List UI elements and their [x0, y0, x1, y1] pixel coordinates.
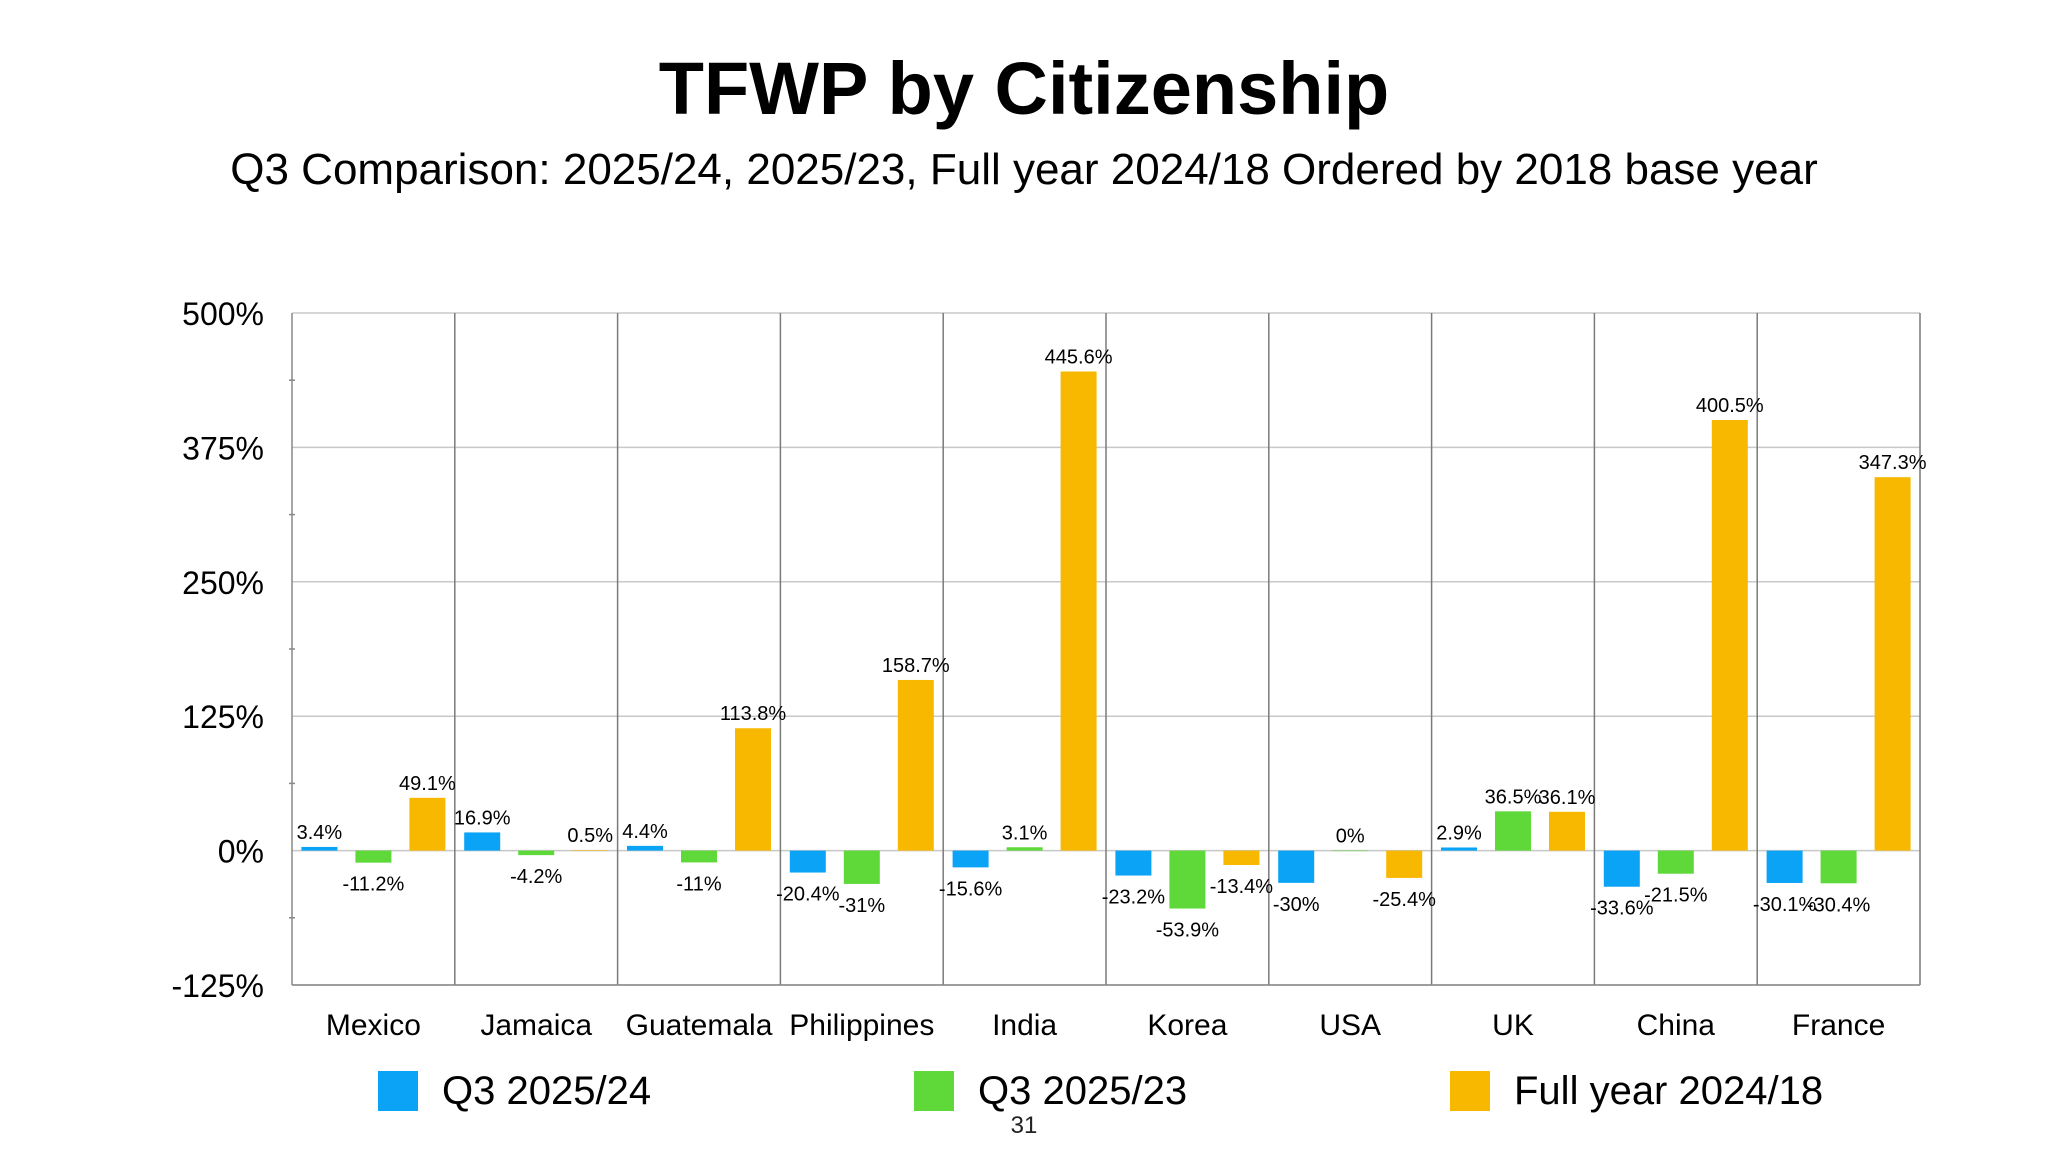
x-tick-label: Jamaica [480, 1009, 592, 1042]
data-label: 0% [1336, 826, 1365, 848]
data-label: 445.6% [1045, 346, 1113, 368]
bar [681, 850, 717, 863]
legend-item-q3-2025-23: Q3 2025/23 [914, 1066, 1187, 1116]
bar [789, 850, 826, 873]
data-label: -4.2% [510, 866, 562, 888]
y-tick-label: 250% [182, 565, 264, 601]
bar [518, 850, 555, 856]
legend-label-q3-2025-23: Q3 2025/23 [978, 1069, 1188, 1113]
data-label: -53.9% [1156, 920, 1220, 942]
x-tick-label: France [1792, 1009, 1885, 1042]
bar [1441, 847, 1477, 851]
x-tick-label: USA [1319, 1009, 1381, 1042]
x-tick-label: Korea [1147, 1009, 1227, 1042]
data-label: 2.9% [1436, 822, 1482, 844]
x-tick-label: Mexico [326, 1009, 421, 1042]
y-tick-label: -125% [172, 968, 265, 1004]
data-label: -15.6% [939, 878, 1003, 900]
y-tick-label: 0% [218, 834, 264, 870]
data-label: 347.3% [1859, 452, 1927, 474]
data-label: 3.4% [297, 822, 343, 844]
legend-swatch-q3-2025-24 [378, 1071, 418, 1111]
legend-label-full-year-2024-18: Full year 2024/18 [1514, 1069, 1824, 1113]
data-label: 0.5% [567, 825, 613, 847]
data-label: 400.5% [1696, 395, 1764, 417]
data-label: 3.1% [1002, 822, 1048, 844]
y-tick-label: 500% [182, 296, 264, 332]
legend-swatch-q3-2025-23 [914, 1071, 954, 1111]
bar [1223, 850, 1260, 866]
data-label: -30.4% [1807, 894, 1871, 916]
page-number: 31 [1010, 1112, 1038, 1139]
data-label: -11.2% [342, 874, 404, 896]
data-label: -31% [838, 895, 885, 917]
bar [1115, 850, 1152, 876]
data-label: 16.9% [454, 807, 511, 829]
bar [1603, 850, 1640, 887]
x-tick-label: Philippines [789, 1009, 934, 1042]
y-tick-label: 125% [182, 699, 264, 735]
legend-swatch-full-year-2024-18 [1450, 1071, 1490, 1111]
y-tick-label: 375% [182, 430, 264, 466]
chart-title: TFWP by Citizenship [658, 47, 1390, 130]
x-tick-label: China [1637, 1009, 1716, 1042]
bar [1820, 850, 1857, 884]
legend-item-q3-2025-24: Q3 2025/24 [378, 1066, 651, 1116]
bar [627, 845, 663, 851]
data-label: 49.1% [399, 773, 456, 795]
bar [897, 679, 934, 851]
data-label: -21.5% [1644, 885, 1708, 907]
x-tick-label: UK [1492, 1009, 1534, 1042]
chart-subtitle: Q3 Comparison: 2025/24, 2025/23, Full ye… [230, 145, 1818, 194]
bar [735, 728, 771, 851]
bar [1711, 419, 1748, 851]
bar [1766, 850, 1803, 883]
bar [464, 832, 501, 851]
data-label: -30% [1273, 894, 1320, 916]
x-tick-label: India [992, 1009, 1057, 1042]
data-label: 36.1% [1539, 787, 1596, 809]
legend-item-full-year-2024-18: Full year 2024/18 [1450, 1066, 1823, 1116]
bar [1657, 850, 1694, 874]
bar [301, 846, 338, 851]
bar [572, 850, 609, 851]
data-label: 36.5% [1485, 786, 1542, 808]
bar [1386, 850, 1423, 878]
data-label: 4.4% [622, 821, 668, 843]
bar [1060, 371, 1097, 851]
bar [952, 850, 989, 868]
bar [1874, 477, 1911, 851]
bar [355, 850, 392, 863]
data-label: 158.7% [882, 655, 950, 677]
bar [1495, 811, 1531, 851]
bar [1169, 850, 1206, 909]
x-tick-label: Guatemala [626, 1009, 773, 1042]
bar [1006, 847, 1043, 851]
legend-label-q3-2025-24: Q3 2025/24 [442, 1069, 652, 1113]
bar [843, 850, 880, 884]
data-label: -20.4% [776, 884, 840, 906]
data-label: -23.2% [1102, 887, 1166, 909]
bar [1549, 811, 1585, 851]
data-label: 113.8% [720, 703, 787, 725]
data-label: -30.1% [1753, 894, 1817, 916]
data-label: -13.4% [1210, 876, 1274, 898]
bar [1278, 850, 1315, 883]
bar [409, 797, 446, 851]
data-label: -25.4% [1373, 889, 1437, 911]
data-label: -33.6% [1590, 898, 1654, 920]
bar [1332, 850, 1369, 852]
data-label: -11% [676, 873, 721, 895]
